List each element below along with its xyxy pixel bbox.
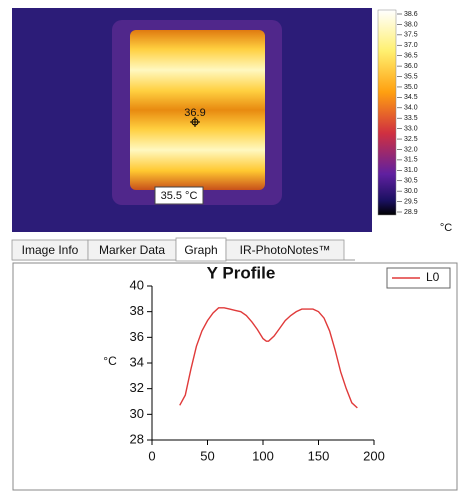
- scale-label: 37.5: [404, 32, 418, 39]
- scale-label: 37.0: [404, 42, 418, 49]
- scale-label: 30.5: [404, 178, 418, 185]
- scale-label: 33.5: [404, 115, 418, 122]
- scale-label: 28.9: [404, 209, 418, 216]
- scale-label: 36.5: [404, 53, 418, 60]
- chart-title: Y Profile: [207, 263, 276, 282]
- scale-label: 34.0: [404, 105, 418, 112]
- graph-panel: [13, 263, 457, 490]
- scale-label: 35.0: [404, 84, 418, 91]
- tab-bar: Image Info Marker Data Graph IR-PhotoNotes™: [12, 238, 344, 261]
- app-window: 36.9 35.5 °C 38.6 38.0 37.5 37.0 36.5 36.0 35.…: [0, 0, 458, 491]
- scale-label: 38.0: [404, 21, 418, 28]
- scale-label: 31.0: [404, 167, 418, 174]
- marker-value: 36.9: [184, 107, 205, 119]
- y-tick-label: 28: [130, 431, 144, 446]
- y-tick-label: 36: [130, 329, 144, 344]
- scale-label: 32.0: [404, 146, 418, 153]
- scale-label: 33.0: [404, 125, 418, 132]
- x-tick-label: 150: [308, 448, 330, 463]
- y-tick-label: 30: [130, 406, 144, 421]
- scale-label: 31.5: [404, 157, 418, 164]
- x-tick-label: 100: [252, 448, 274, 463]
- x-tick-label: 0: [148, 448, 155, 463]
- tab-label[interactable]: Marker Data: [99, 243, 165, 257]
- x-tick-label: 200: [363, 448, 385, 463]
- y-tick-label: 38: [130, 303, 144, 318]
- tab-label[interactable]: Graph: [184, 243, 217, 257]
- scale-label: 34.5: [404, 94, 418, 101]
- color-scale: [378, 10, 396, 215]
- scale-label: 30.0: [404, 188, 418, 195]
- legend-label: L0: [426, 270, 440, 284]
- y-tick-label: 34: [130, 354, 144, 369]
- y-tick-label: 40: [130, 277, 144, 292]
- color-scale-labels: 38.6 38.0 37.5 37.0 36.5 36.0 35.5 35.0 34.5 34.0…: [397, 11, 418, 216]
- y-tick-label: 32: [130, 380, 144, 395]
- scale-label: 29.5: [404, 198, 418, 205]
- color-scale-unit: °C: [440, 222, 452, 234]
- y-axis-label: °C: [103, 354, 117, 368]
- x-tick-label: 50: [200, 448, 214, 463]
- scale-label: 36.0: [404, 63, 418, 70]
- scale-label: 38.6: [404, 11, 418, 18]
- spot-label: 35.5 °C: [161, 190, 198, 202]
- tab-label[interactable]: IR-PhotoNotes™: [240, 243, 331, 257]
- tab-label[interactable]: Image Info: [22, 243, 79, 257]
- scale-label: 35.5: [404, 73, 418, 80]
- scale-label: 32.5: [404, 136, 418, 143]
